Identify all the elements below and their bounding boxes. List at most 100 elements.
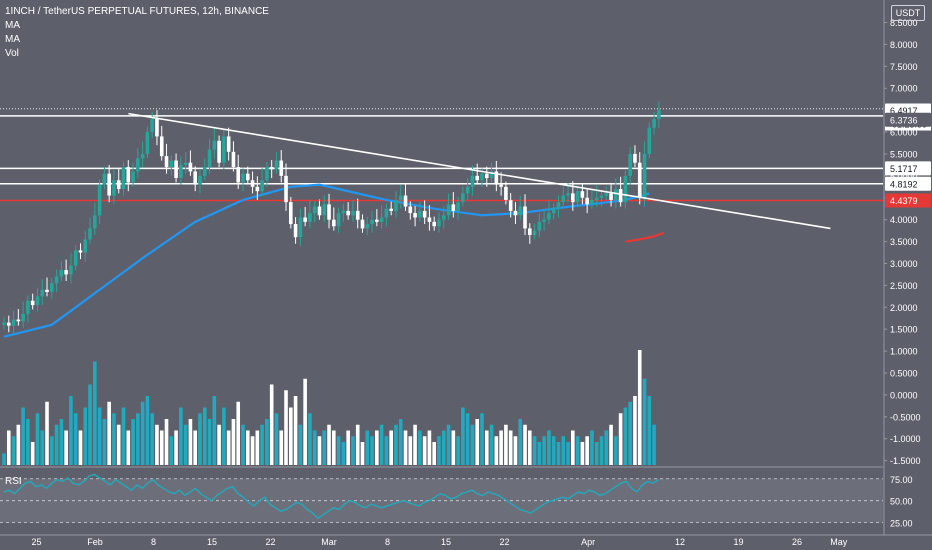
candle-body <box>21 313 25 322</box>
candle-body <box>322 204 327 216</box>
volume-bar <box>179 407 183 465</box>
volume-bar <box>327 424 331 465</box>
volume-bar <box>317 436 322 465</box>
ma-red-line <box>625 231 665 243</box>
price-tick-label: -0.5000 <box>890 412 921 422</box>
candle-body <box>633 153 637 163</box>
rsi-tick-label: 50.00 <box>890 497 913 507</box>
price-tick-label: 6.0000 <box>890 128 918 138</box>
time-tick-label: 15 <box>441 537 451 547</box>
candle-body <box>255 186 260 192</box>
time-tick-label: 19 <box>733 537 743 547</box>
volume-bar <box>637 350 642 465</box>
candle-body <box>628 153 632 176</box>
candle-body <box>461 193 465 203</box>
volume-bar <box>116 424 121 465</box>
volume-bar <box>332 430 336 465</box>
candle-body <box>107 173 111 196</box>
candle-body <box>260 180 264 192</box>
candle-body <box>647 127 652 154</box>
volume-bar <box>446 424 451 465</box>
candle-body <box>140 153 145 159</box>
candle-body <box>83 239 88 253</box>
candle-body <box>351 210 355 216</box>
candle-body <box>623 175 628 203</box>
candle-body <box>159 136 164 157</box>
volume-bar <box>418 430 422 465</box>
candle-body <box>284 175 288 203</box>
candle-body <box>217 140 221 163</box>
candle-body <box>341 210 346 214</box>
volume-bar <box>599 436 604 465</box>
candle-body <box>93 215 97 229</box>
candle-body <box>609 193 613 200</box>
candle-body <box>571 193 575 203</box>
volume-bar <box>542 436 546 465</box>
volume-bar <box>155 424 159 465</box>
price-tick-label: 0.5000 <box>890 369 918 379</box>
volume-bar <box>255 430 260 465</box>
volume-bar <box>217 424 221 465</box>
candle-body <box>594 197 599 200</box>
candle-body <box>150 118 154 133</box>
volume-bar <box>647 396 652 465</box>
candle-body <box>231 151 236 168</box>
volume-bar <box>580 442 585 465</box>
volume-bar <box>461 407 465 465</box>
candle-body <box>532 230 537 235</box>
volume-bar <box>64 430 68 465</box>
candle-body <box>590 199 594 205</box>
price-tick-label: 1.0000 <box>890 347 918 357</box>
indicator-ma-1[interactable]: MA <box>5 20 20 31</box>
volume-bar <box>260 424 264 465</box>
candle-body <box>504 186 508 200</box>
volume-bar <box>394 424 398 465</box>
candle-body <box>131 171 135 183</box>
candle-body <box>556 202 561 209</box>
candle-body <box>566 193 570 196</box>
volume-bar <box>69 396 73 465</box>
volume-bar <box>121 407 126 465</box>
candle-body <box>26 300 30 314</box>
candle-body <box>657 110 661 119</box>
candle-body <box>312 206 317 214</box>
candle-body <box>389 208 393 211</box>
time-tick-label: Mar <box>321 537 337 547</box>
volume-bar <box>375 430 379 465</box>
volume-bar <box>164 419 169 465</box>
currency-badge[interactable]: USDT <box>891 5 925 21</box>
candle-body <box>523 206 527 229</box>
candle-body <box>126 167 131 183</box>
volume-bar <box>585 436 589 465</box>
volume-bar <box>475 419 480 465</box>
candle-body <box>136 158 140 172</box>
candle-body <box>480 173 484 181</box>
price-tick-label: 5.0000 <box>890 171 918 181</box>
time-tick-label: 15 <box>207 537 217 547</box>
price-label-bg <box>885 112 931 127</box>
indicator-vol[interactable]: Vol <box>5 48 19 59</box>
candle-body <box>102 173 107 185</box>
price-label-text: 4.8192 <box>890 179 918 189</box>
candle-body <box>198 175 202 185</box>
candle-body <box>528 228 532 235</box>
price-tick-label: 1.5000 <box>890 325 918 335</box>
volume-bar <box>16 424 21 465</box>
volume-bar <box>241 424 245 465</box>
candle-body <box>59 270 64 277</box>
candle-body <box>475 175 480 181</box>
volume-bar <box>398 419 403 465</box>
candle-body <box>499 184 503 187</box>
ma-blue-line <box>3 183 650 338</box>
candle-body <box>303 217 307 222</box>
volume-bar <box>212 396 217 465</box>
candle-body <box>155 118 159 137</box>
price-label-bg <box>885 193 931 208</box>
time-tick-label: 8 <box>385 537 390 547</box>
volume-bar <box>26 419 30 465</box>
volume-bar <box>174 430 178 465</box>
volume-bar <box>427 430 432 465</box>
trendline <box>128 112 831 230</box>
indicator-ma-2[interactable]: MA <box>5 34 20 45</box>
